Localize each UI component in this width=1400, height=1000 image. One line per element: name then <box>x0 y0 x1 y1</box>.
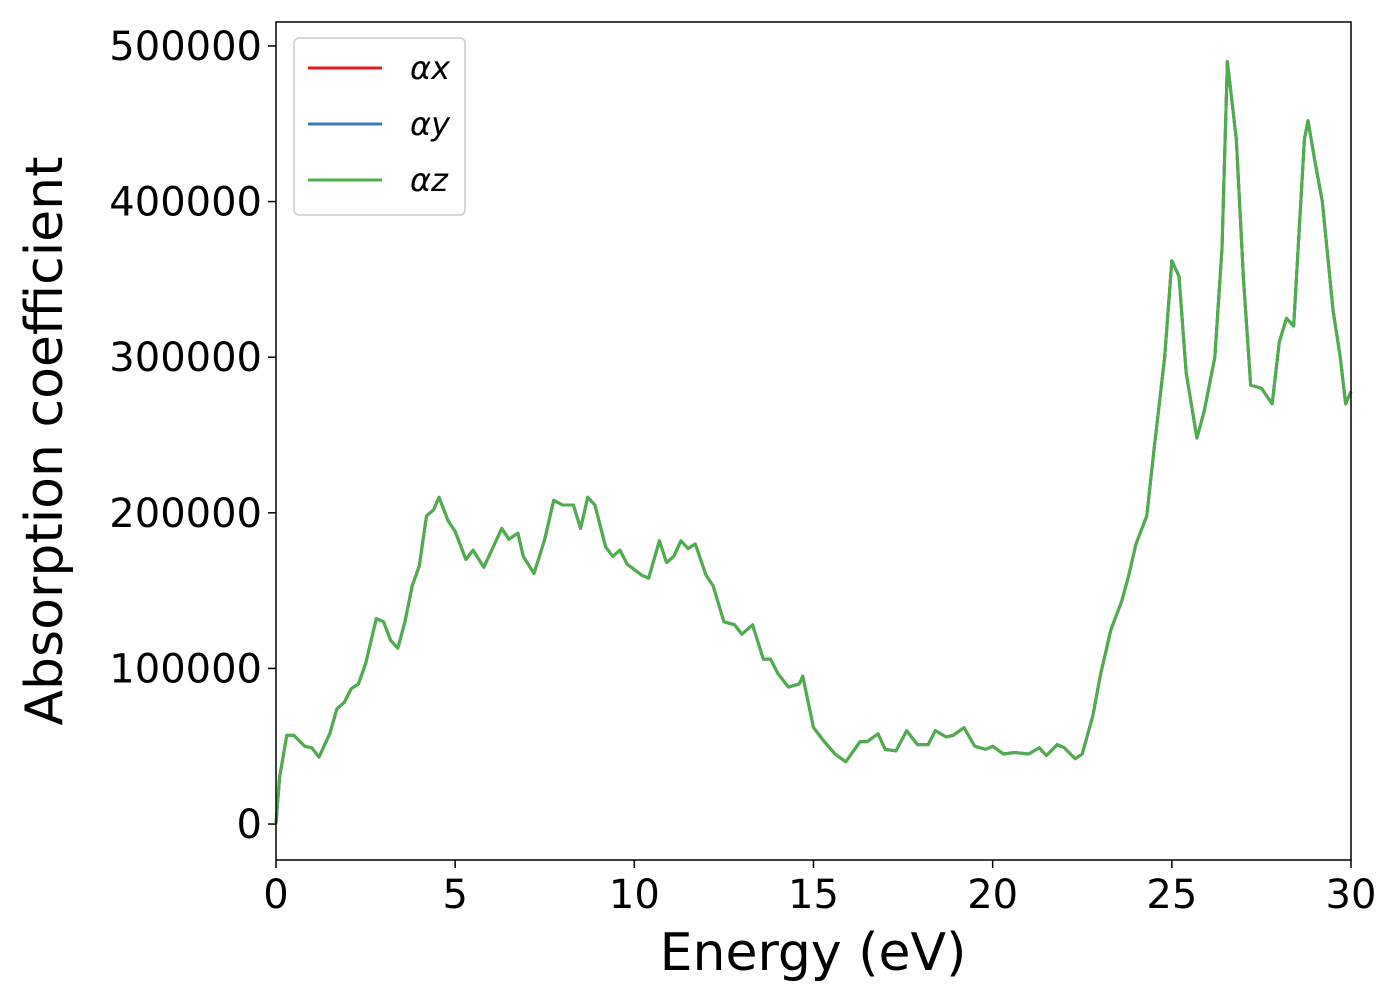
x-tick-label: 15 <box>788 872 839 918</box>
x-tick-label: 0 <box>263 872 288 918</box>
y-tick-label: 400000 <box>109 180 262 226</box>
y-tick-label: 0 <box>237 802 262 848</box>
x-tick-label: 30 <box>1326 872 1377 918</box>
legend-label: αx <box>410 49 451 87</box>
x-axis-label: Energy (eV) <box>660 923 967 983</box>
plot-frame <box>275 21 1352 861</box>
y-tick-label: 300000 <box>109 335 262 381</box>
series-line <box>274 60 1353 825</box>
y-tick-label: 200000 <box>109 491 262 537</box>
legend-box <box>293 37 466 216</box>
legend-label: αy <box>410 105 451 143</box>
x-tick-label: 10 <box>609 872 660 918</box>
x-tick-label: 5 <box>442 872 467 918</box>
x-tick-label: 20 <box>967 872 1018 918</box>
y-tick-label: 500000 <box>109 24 262 70</box>
y-axis-label: Absorption coefficient <box>15 156 75 725</box>
y-tick-label: 100000 <box>109 646 262 692</box>
legend-label: αz <box>410 161 449 199</box>
x-tick-label: 25 <box>1146 872 1197 918</box>
